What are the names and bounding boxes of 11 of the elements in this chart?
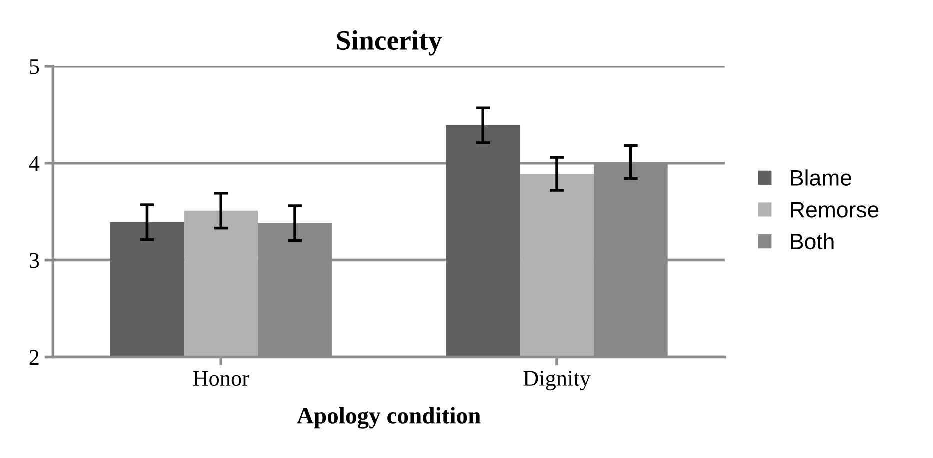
- legend-label: Remorse: [791, 202, 879, 218]
- legend-label: Blame: [791, 170, 852, 186]
- y-tick-label: 4: [29, 156, 40, 172]
- y-tick-label: 3: [30, 253, 40, 268]
- chart-title: Sincerity: [337, 30, 442, 56]
- y-tick-label: 5: [30, 60, 40, 74]
- x-axis-title: Apology condition: [297, 407, 481, 429]
- x-tick-label: Dignity: [524, 371, 591, 391]
- legend-label: Both: [791, 233, 834, 250]
- x-tick-label: Honor: [193, 371, 250, 386]
- y-tick-label: 2: [30, 350, 39, 365]
